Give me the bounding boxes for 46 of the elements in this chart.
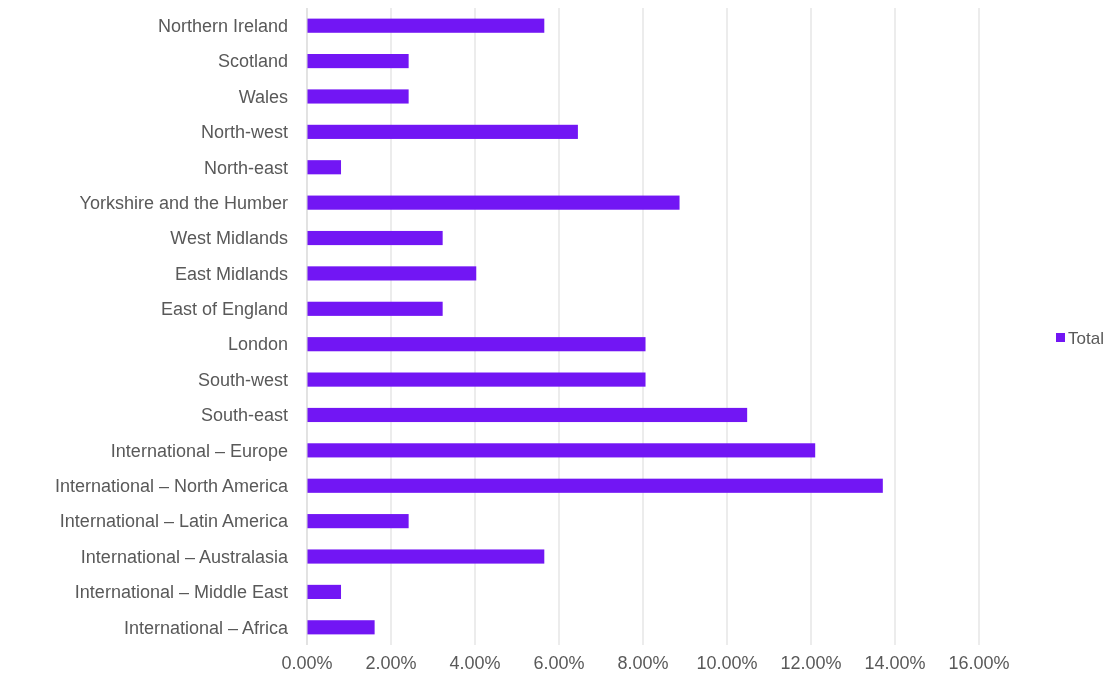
bar	[307, 230, 443, 246]
y-tick-label: Yorkshire and the Humber	[79, 192, 288, 213]
bar	[307, 337, 646, 352]
x-tick-label: 4.00%	[449, 653, 501, 673]
bar	[307, 89, 409, 104]
y-tick-label: London	[227, 334, 288, 355]
bar	[307, 514, 409, 529]
bar	[307, 195, 680, 210]
y-tick-label: Wales	[238, 86, 288, 107]
x-tick-label: 14.00%	[864, 653, 926, 673]
bar	[307, 18, 545, 33]
y-tick-label: International – Middle East	[74, 582, 288, 603]
x-tick-label: 12.00%	[780, 653, 842, 673]
bar	[307, 407, 748, 423]
y-tick-label: Scotland	[217, 51, 288, 72]
bar	[307, 160, 342, 175]
y-tick-label: South-west	[197, 369, 288, 390]
bar	[307, 54, 409, 69]
y-tick-label: North-east	[203, 157, 288, 178]
y-tick-label: International – Europe	[110, 440, 288, 461]
bar	[307, 124, 578, 139]
bar	[307, 620, 375, 635]
y-tick-label: International – North America	[54, 476, 289, 497]
x-tick-label: 8.00%	[617, 653, 669, 673]
x-tick-label: 10.00%	[696, 653, 758, 673]
bar	[307, 301, 443, 316]
y-tick-label: West Midlands	[170, 228, 288, 249]
y-tick-label: International – Latin America	[59, 511, 289, 532]
y-tick-label: International – Australasia	[80, 546, 289, 567]
bar	[307, 266, 477, 281]
y-tick-label: International – Africa	[123, 617, 289, 638]
bar	[307, 372, 646, 387]
y-tick-label: Northern Ireland	[157, 15, 288, 36]
x-tick-label: 0.00%	[281, 653, 333, 673]
bar	[307, 478, 883, 493]
bar	[307, 549, 545, 564]
x-tick-label: 16.00%	[948, 653, 1010, 673]
legend-label: Total	[1068, 328, 1104, 348]
bar	[307, 443, 816, 458]
bar	[307, 584, 342, 599]
x-tick-label: 6.00%	[533, 653, 585, 673]
y-tick-label: North-west	[200, 122, 288, 143]
y-tick-label: East of England	[160, 299, 288, 320]
y-tick-label: East Midlands	[174, 263, 288, 284]
x-tick-label: 2.00%	[365, 653, 417, 673]
y-tick-label: South-east	[200, 405, 288, 426]
